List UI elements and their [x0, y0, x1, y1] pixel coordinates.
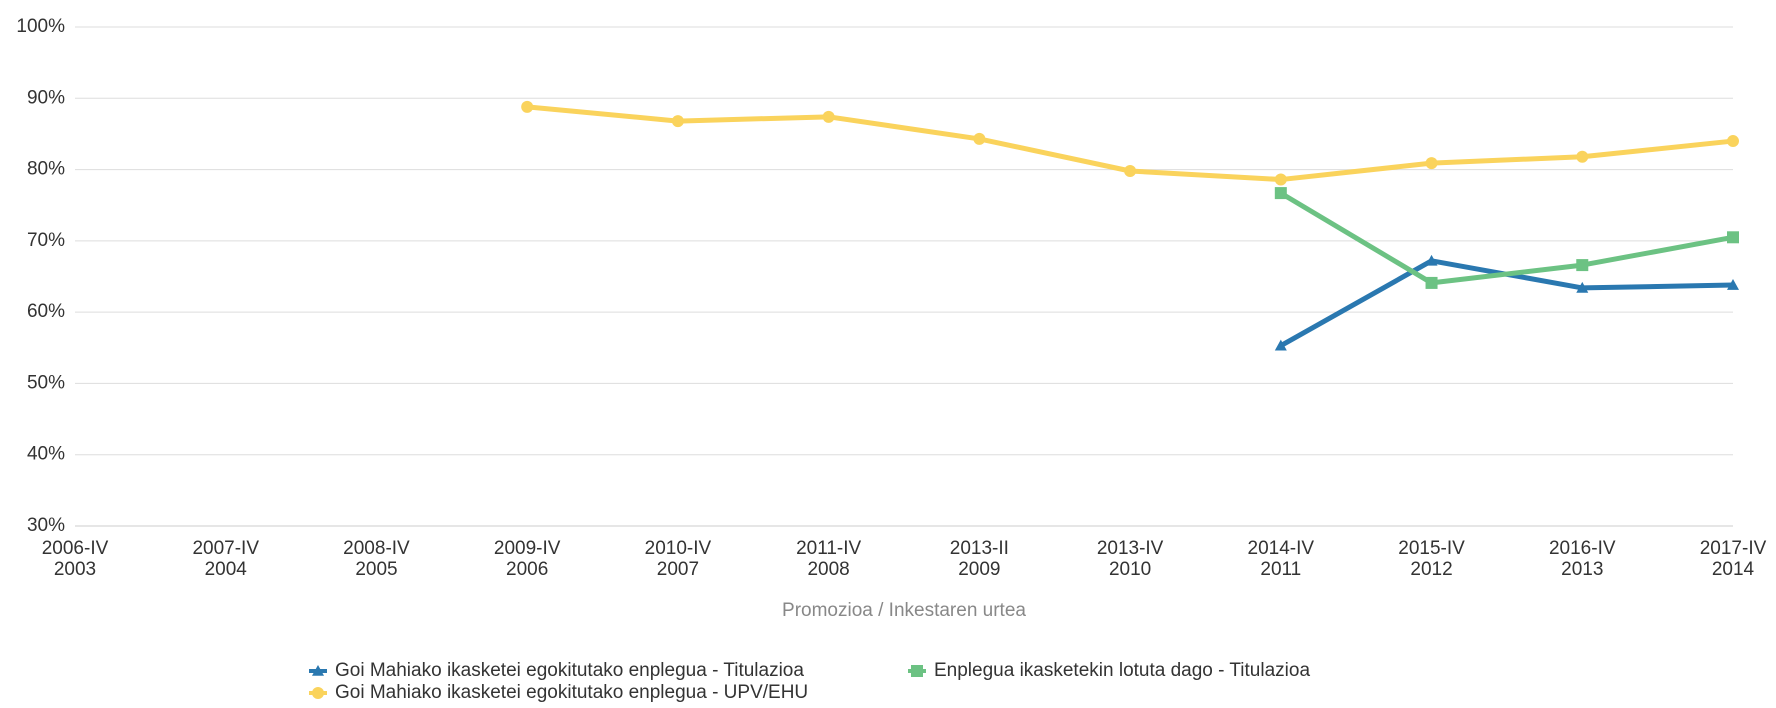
marker — [1274, 187, 1287, 200]
marker — [1274, 339, 1287, 351]
x-axis-title: Promozioa / Inkestaren urtea — [782, 600, 1026, 621]
marker — [1727, 231, 1739, 244]
x-tick-label: 2013 — [1561, 559, 1603, 580]
x-tick-label: 2012 — [1410, 559, 1452, 580]
x-tick-label: 2003 — [54, 559, 96, 580]
x-tick-label: 2008-IV — [343, 538, 410, 559]
x-tick-label: 2007 — [657, 559, 699, 580]
x-tick-label: 2008 — [807, 559, 849, 580]
x-tick-label: 2013-IV — [1097, 538, 1164, 559]
x-tick-label: 2006-IV — [42, 538, 109, 559]
x-tick-label: 2014-IV — [1248, 538, 1315, 559]
legend-label: Enplegua ikasketekin lotuta dago - Titul… — [934, 660, 1310, 681]
legend-marker — [312, 687, 324, 699]
x-tick-label: 2017-IV — [1700, 538, 1767, 559]
marker — [1576, 281, 1589, 293]
x-tick-label: 2009-IV — [494, 538, 561, 559]
x-tick-label: 2004 — [205, 559, 248, 580]
y-tick-label: 40% — [27, 444, 65, 465]
marker — [1727, 135, 1739, 148]
x-tick-label: 2009 — [958, 559, 1000, 580]
x-tick-label: 2011-IV — [796, 538, 861, 559]
marker — [1576, 150, 1589, 163]
marker — [1425, 254, 1438, 266]
y-tick-label: 60% — [27, 301, 65, 322]
x-tick-label: 2006 — [506, 559, 548, 580]
x-tick-label: 2010-IV — [645, 538, 712, 559]
y-tick-label: 70% — [27, 230, 65, 251]
marker — [1274, 173, 1287, 186]
marker — [973, 132, 986, 145]
legend-label: Goi Mahiako ikasketei egokitutako enpleg… — [335, 682, 808, 703]
legend-label: Goi Mahiako ikasketei egokitutako enpleg… — [335, 660, 804, 681]
y-tick-label: 50% — [27, 372, 65, 393]
series-line — [1279, 190, 1734, 286]
x-tick-label: 2014 — [1712, 559, 1755, 580]
x-tick-label: 2015-IV — [1398, 538, 1465, 559]
y-tick-label: 80% — [27, 159, 65, 180]
marker — [521, 100, 534, 113]
y-tick-label: 30% — [27, 515, 65, 536]
y-tick-label: 90% — [27, 87, 65, 108]
marker — [822, 110, 835, 123]
marker — [1425, 276, 1438, 289]
x-tick-label: 2007-IV — [192, 538, 259, 559]
legend-marker — [911, 665, 923, 677]
y-tick-label: 100% — [16, 16, 65, 37]
x-tick-label: 2011 — [1260, 559, 1301, 580]
marker — [1124, 164, 1137, 177]
marker — [671, 115, 684, 128]
marker — [1727, 279, 1739, 290]
legend-marker — [312, 665, 324, 676]
marker — [1425, 157, 1438, 170]
marker — [1576, 259, 1589, 272]
x-tick-label: 2005 — [355, 559, 397, 580]
x-tick-label: 2016-IV — [1549, 538, 1616, 559]
x-tick-label: 2010 — [1109, 559, 1151, 580]
x-tick-label: 2013-II — [950, 538, 1009, 559]
